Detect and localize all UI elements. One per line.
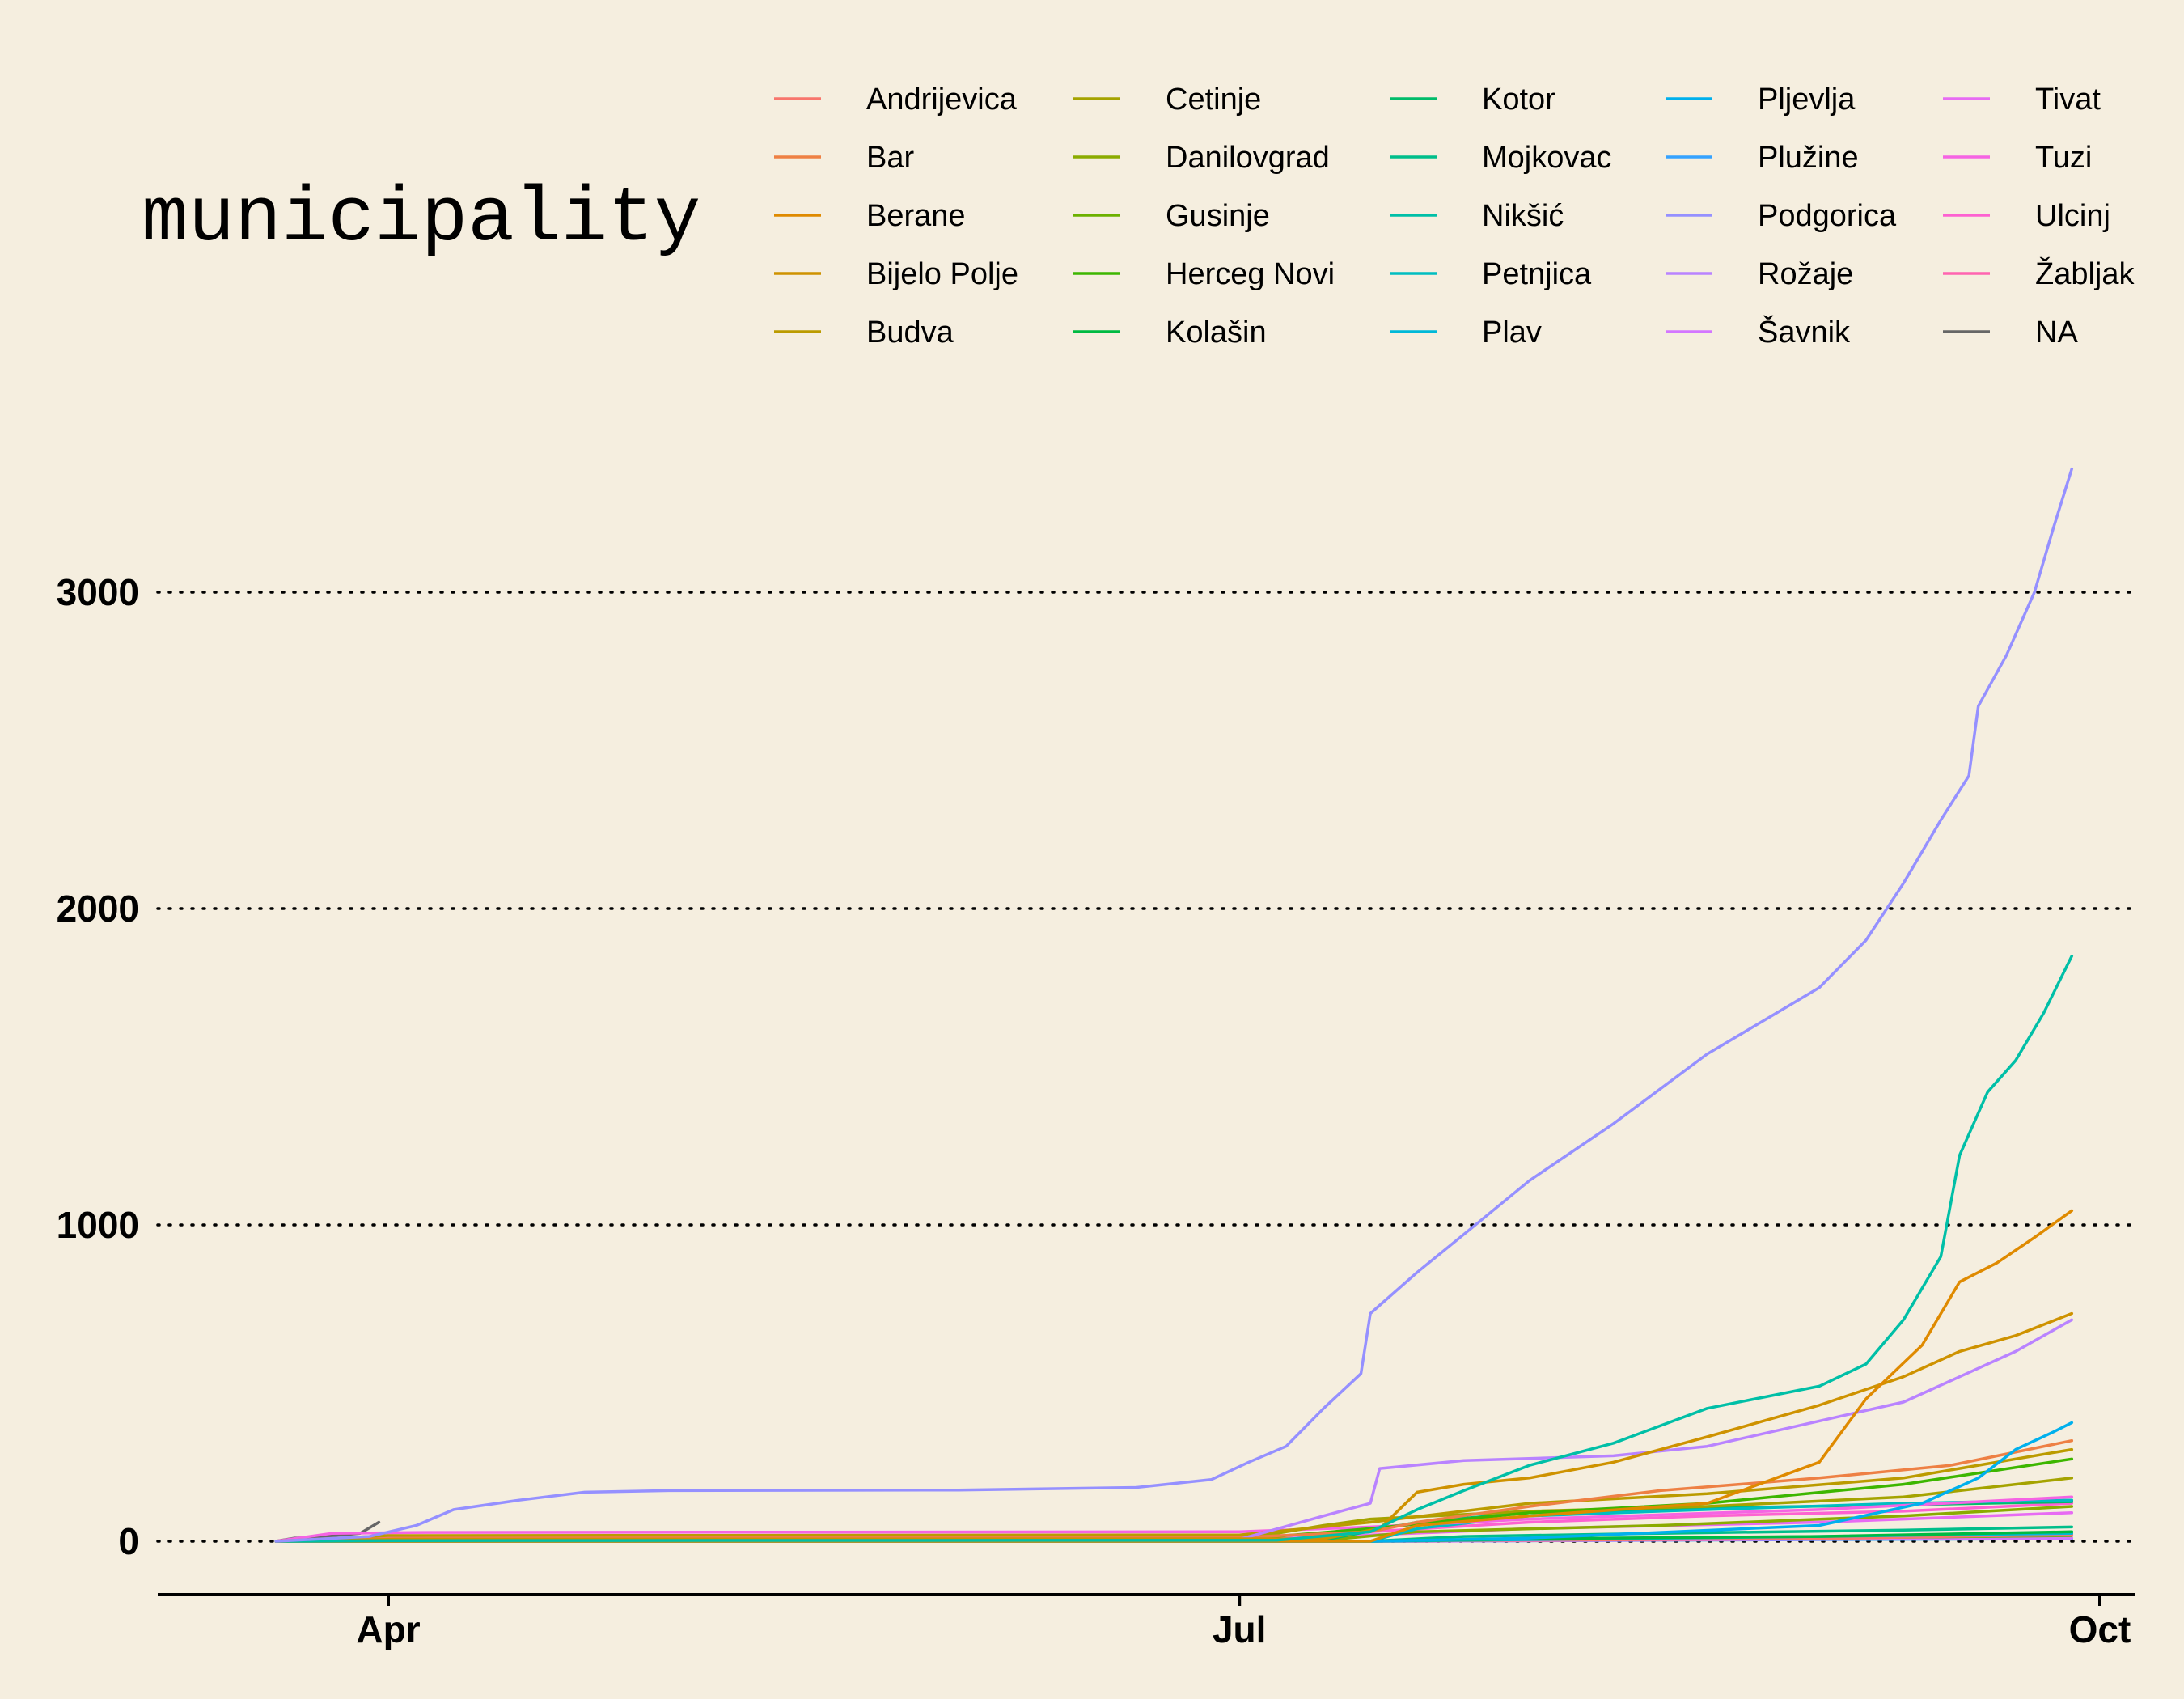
x-tick-label-apr: Apr	[356, 1608, 420, 1650]
series-line-pljevlja	[274, 1421, 2074, 1543]
y-tick-label-0: 0	[118, 1520, 139, 1562]
x-axis: Apr Jul Oct	[158, 1593, 2135, 1650]
x-tick-label-oct: Oct	[2069, 1608, 2131, 1650]
legend-label: Rožaje	[1758, 257, 1853, 291]
legend-label: Cetinje	[1166, 83, 1261, 117]
legend-label: Ulcinj	[2035, 199, 2110, 233]
legend-item-bijelo-polje: Bijelo Polje	[774, 257, 1018, 291]
legend-label: Mojkovac	[1482, 141, 1612, 175]
legend-label: NA	[2035, 316, 2078, 350]
legend-item-gusinje: Gusinje	[1073, 199, 1270, 233]
legend-label: Plav	[1482, 316, 1542, 350]
legend-item-herceg-novi: Herceg Novi	[1073, 257, 1335, 291]
legend-item-tivat: Tivat	[1943, 83, 2101, 117]
legend-item-nik-i-: Nikšić	[1390, 199, 1564, 233]
legend-label: Nikšić	[1482, 199, 1564, 233]
legend-label: Danilovgrad	[1166, 141, 1330, 175]
legend-title: municipality	[142, 175, 700, 263]
legend-items: Andrijevica Bar Berane Bijelo Polje Budva Cet…	[774, 83, 2135, 350]
legend-label: Gusinje	[1166, 199, 1270, 233]
series-line-berane	[274, 1209, 2074, 1543]
series-line-budva	[274, 1447, 2074, 1543]
legend-label: Bar	[866, 141, 914, 175]
legend-label: Budva	[866, 316, 954, 350]
legend-item--abljak: Žabljak	[1943, 256, 2135, 291]
legend-item-berane: Berane	[774, 199, 966, 233]
legend-item-ulcinj: Ulcinj	[1943, 199, 2110, 233]
legend-item-ro-aje: Rožaje	[1666, 257, 1853, 291]
legend-item-kola-in: Kolašin	[1073, 316, 1267, 350]
legend-label: Kotor	[1482, 83, 1555, 117]
legend-label: Bijelo Polje	[866, 257, 1018, 291]
legend-item-pljevlja: Pljevlja	[1666, 83, 1856, 117]
series-line-nik-i-	[274, 954, 2074, 1543]
legend-item-danilovgrad: Danilovgrad	[1073, 141, 1330, 175]
legend-item-mojkovac: Mojkovac	[1390, 141, 1612, 175]
y-tick-label-2000: 2000	[57, 888, 139, 930]
series-line-bijelo-polje	[274, 1311, 2074, 1543]
legend-label: Kolašin	[1166, 316, 1267, 350]
series-line-podgorica	[274, 467, 2074, 1543]
legend-label: Petnjica	[1482, 257, 1592, 291]
legend-item-na: NA	[1943, 316, 2078, 350]
series-lines	[274, 467, 2074, 1543]
y-axis: 0 1000 2000 3000	[57, 571, 139, 1562]
legend-label: Podgorica	[1758, 199, 1897, 233]
legend-item-budva: Budva	[774, 316, 954, 350]
legend-item-plu-ine: Plužine	[1666, 141, 1859, 175]
y-tick-label-3000: 3000	[57, 571, 139, 613]
y-tick-label-1000: 1000	[57, 1204, 139, 1246]
legend-item-plav: Plav	[1390, 316, 1542, 350]
legend-label: Šavnik	[1758, 314, 1851, 350]
legend-item--avnik: Šavnik	[1666, 314, 1851, 350]
x-tick-label-jul: Jul	[1213, 1608, 1266, 1650]
legend-item-bar: Bar	[774, 141, 914, 175]
legend-item-petnjica: Petnjica	[1390, 257, 1592, 291]
legend-label: Plužine	[1758, 141, 1859, 175]
legend-item-cetinje: Cetinje	[1073, 83, 1261, 117]
legend-item-kotor: Kotor	[1390, 83, 1555, 117]
legend-label: Žabljak	[2035, 256, 2135, 291]
series-line-ro-aje	[274, 1318, 2074, 1543]
legend-label: Tuzi	[2035, 141, 2092, 175]
legend-item-tuzi: Tuzi	[1943, 141, 2092, 175]
legend-label: Tivat	[2035, 83, 2101, 117]
legend-label: Andrijevica	[866, 83, 1018, 117]
legend-label: Pljevlja	[1758, 83, 1856, 117]
legend-label: Herceg Novi	[1166, 257, 1335, 291]
legend-item-andrijevica: Andrijevica	[774, 83, 1018, 117]
legend-label: Berane	[866, 199, 966, 233]
legend-item-podgorica: Podgorica	[1666, 199, 1897, 233]
legend: municipality Andrijevica Bar Berane Bijelo …	[142, 83, 2135, 350]
